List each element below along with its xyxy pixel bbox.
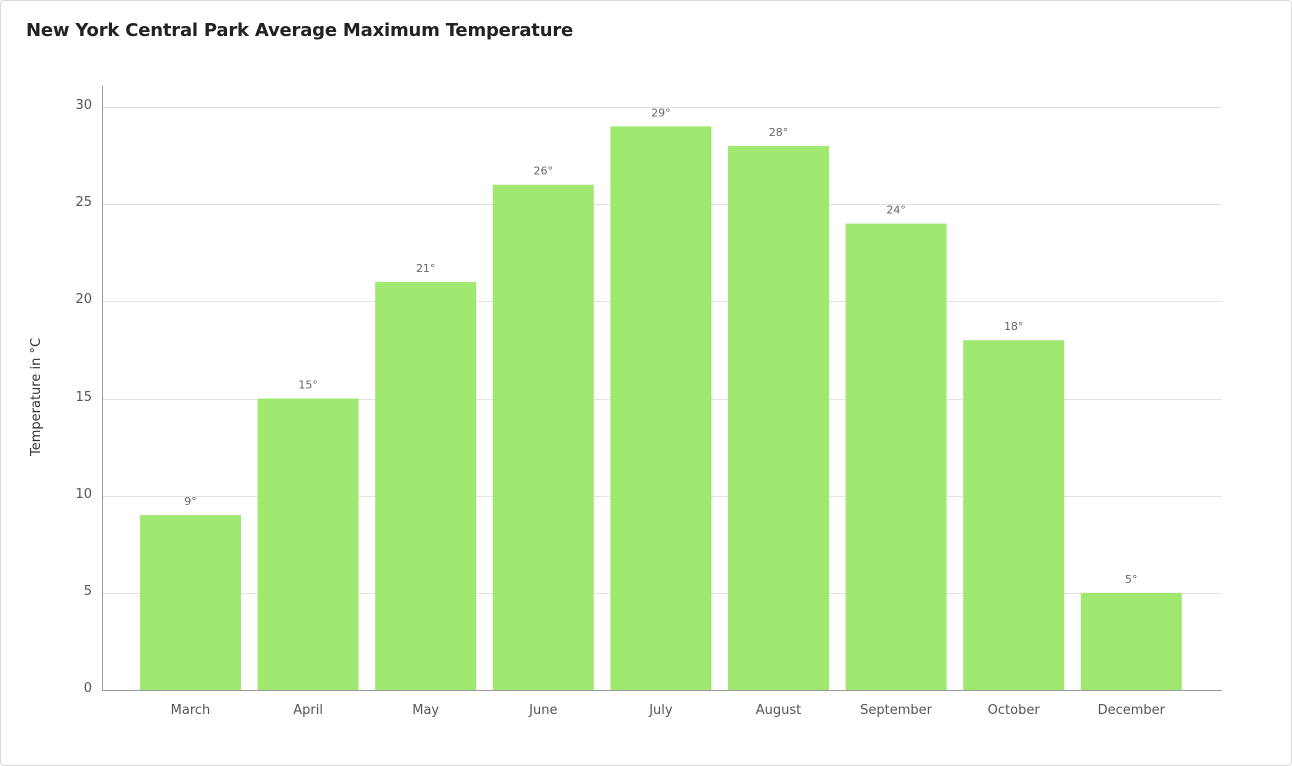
x-tick-label: July [648,703,673,718]
data-label: 5° [1125,573,1138,586]
x-tick-label: June [528,703,557,718]
data-label: 15° [298,379,318,392]
x-tick-label: May [412,703,439,718]
data-label: 9° [184,495,197,508]
bar-august[interactable] [728,145,829,690]
data-label: 21° [416,262,436,275]
x-tick-label: October [988,703,1041,718]
x-tick-label: August [756,703,802,718]
bar-september[interactable] [845,223,947,690]
x-tick-label: March [171,703,211,718]
data-label: 29° [651,106,671,119]
y-axis-title: Temperature in °C [29,338,44,457]
labels: 0 5 10 15 20 25 30 9° March 15° April 21° May 26° June… [75,98,1165,718]
y-tick-label: 25 [75,195,92,210]
chart-title: New York Central Park Average Maximum Te… [26,20,574,41]
data-label: 24° [886,204,906,217]
bar-june[interactable] [492,184,594,690]
y-tick-label: 10 [75,487,92,502]
bars [140,126,1182,690]
bar-july[interactable] [610,126,712,690]
bar-march[interactable] [140,515,241,690]
y-tick-label: 0 [84,681,92,696]
y-tick-label: 20 [75,292,92,307]
x-tick-label: December [1098,703,1166,718]
x-tick-label: September [860,703,933,718]
y-tick-label: 15 [75,390,92,405]
bar-october[interactable] [963,340,1065,690]
data-label: 18° [1004,320,1024,333]
data-label: 28° [769,126,789,139]
y-tick-label: 5 [84,584,92,599]
y-tick-label: 30 [75,98,92,113]
bar-december[interactable] [1080,592,1182,690]
bar-may[interactable] [375,281,477,690]
bar-april[interactable] [257,398,359,691]
data-label: 26° [534,165,554,178]
x-tick-label: April [293,703,323,718]
